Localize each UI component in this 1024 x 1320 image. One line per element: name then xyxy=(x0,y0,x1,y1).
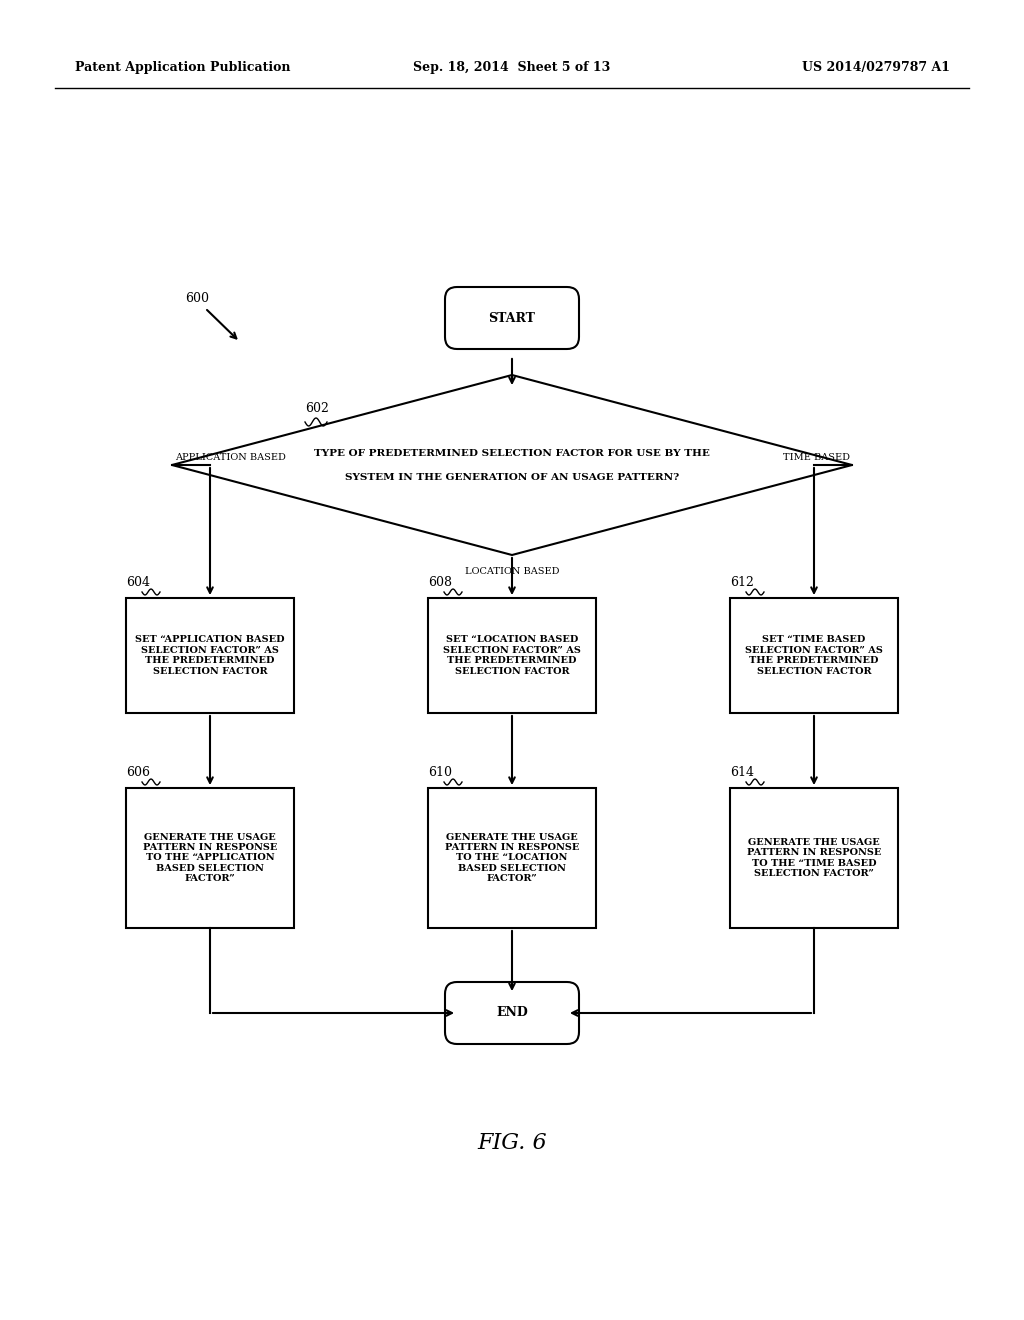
Text: 604: 604 xyxy=(126,576,150,589)
Text: US 2014/0279787 A1: US 2014/0279787 A1 xyxy=(802,62,950,74)
Bar xyxy=(126,788,294,928)
Text: 600: 600 xyxy=(185,292,209,305)
Text: Sep. 18, 2014  Sheet 5 of 13: Sep. 18, 2014 Sheet 5 of 13 xyxy=(414,62,610,74)
FancyBboxPatch shape xyxy=(445,286,579,348)
Text: SYSTEM IN THE GENERATION OF AN USAGE PATTERN?: SYSTEM IN THE GENERATION OF AN USAGE PAT… xyxy=(345,473,679,482)
Text: 612: 612 xyxy=(730,576,754,589)
Text: GENERATE THE USAGE
PATTERN IN RESPONSE
TO THE “LOCATION
BASED SELECTION
FACTOR”: GENERATE THE USAGE PATTERN IN RESPONSE T… xyxy=(444,833,580,883)
Text: GENERATE THE USAGE
PATTERN IN RESPONSE
TO THE “APPLICATION
BASED SELECTION
FACTO: GENERATE THE USAGE PATTERN IN RESPONSE T… xyxy=(142,833,278,883)
Bar xyxy=(428,788,596,928)
Text: START: START xyxy=(488,312,536,325)
Text: SET “LOCATION BASED
SELECTION FACTOR” AS
THE PREDETERMINED
SELECTION FACTOR: SET “LOCATION BASED SELECTION FACTOR” AS… xyxy=(443,635,581,676)
FancyBboxPatch shape xyxy=(445,982,579,1044)
Text: 602: 602 xyxy=(305,401,329,414)
Text: 610: 610 xyxy=(428,766,452,779)
Text: SET “APPLICATION BASED
SELECTION FACTOR” AS
THE PREDETERMINED
SELECTION FACTOR: SET “APPLICATION BASED SELECTION FACTOR”… xyxy=(135,635,285,676)
Bar xyxy=(730,788,898,928)
Text: APPLICATION BASED: APPLICATION BASED xyxy=(175,454,286,462)
Bar xyxy=(126,598,294,713)
Bar xyxy=(428,598,596,713)
Text: SET “TIME BASED
SELECTION FACTOR” AS
THE PREDETERMINED
SELECTION FACTOR: SET “TIME BASED SELECTION FACTOR” AS THE… xyxy=(745,635,883,676)
Text: Patent Application Publication: Patent Application Publication xyxy=(75,62,291,74)
Text: 614: 614 xyxy=(730,766,754,779)
Text: 606: 606 xyxy=(126,766,150,779)
Text: LOCATION BASED: LOCATION BASED xyxy=(465,568,559,577)
Bar xyxy=(730,598,898,713)
Text: TIME BASED: TIME BASED xyxy=(783,454,850,462)
Text: GENERATE THE USAGE
PATTERN IN RESPONSE
TO THE “TIME BASED
SELECTION FACTOR”: GENERATE THE USAGE PATTERN IN RESPONSE T… xyxy=(746,838,882,878)
Text: TYPE OF PREDETERMINED SELECTION FACTOR FOR USE BY THE: TYPE OF PREDETERMINED SELECTION FACTOR F… xyxy=(314,449,710,458)
Text: FIG. 6: FIG. 6 xyxy=(477,1133,547,1154)
Text: 608: 608 xyxy=(428,576,452,589)
Text: END: END xyxy=(496,1006,528,1019)
